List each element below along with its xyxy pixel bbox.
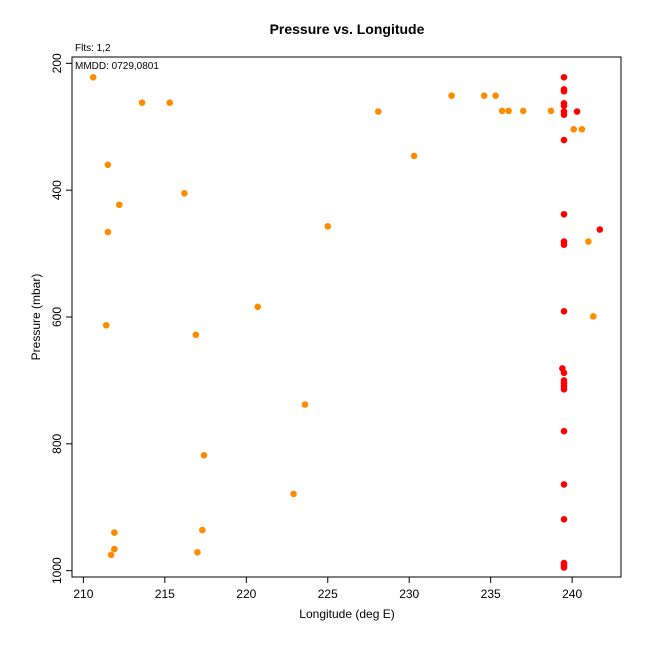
data-point (166, 99, 174, 106)
data-point (560, 102, 568, 110)
data-point (560, 111, 568, 119)
y-axis: 200 400 600 800 1000 (50, 53, 72, 584)
data-point (560, 73, 568, 81)
data-point (570, 125, 578, 133)
data-point (560, 241, 568, 249)
data-point (505, 107, 512, 115)
x-tick-label: 235 (481, 587, 501, 601)
data-point (547, 107, 555, 115)
data-point (560, 564, 568, 571)
data-point (254, 303, 262, 311)
data-point (498, 107, 506, 115)
data-point (480, 92, 488, 99)
data-point (590, 313, 597, 320)
data-point (324, 223, 332, 230)
x-axis: 210 215 220 225 230 235 240 (73, 577, 582, 601)
data-point (107, 551, 115, 559)
data-point (194, 548, 201, 556)
data-point (374, 108, 382, 115)
data-points (89, 73, 604, 571)
data-point (573, 108, 581, 115)
x-tick-label: 220 (236, 587, 256, 601)
y-tick-label: 400 (50, 180, 64, 200)
annotation-dates: MMDD: 0729,0801 (75, 61, 159, 72)
chart-title: Pressure vs. Longitude (270, 21, 425, 37)
data-point (560, 481, 568, 488)
data-point (560, 385, 568, 393)
data-point (138, 99, 146, 106)
data-point (560, 210, 568, 218)
x-tick-label: 240 (562, 587, 582, 601)
data-point (410, 152, 418, 160)
data-point (560, 515, 568, 523)
data-point (102, 321, 110, 329)
y-axis-label: Pressure (mbar) (29, 274, 43, 361)
data-point (181, 190, 188, 197)
data-point (301, 401, 309, 408)
data-point (200, 451, 208, 459)
x-tick-label: 210 (73, 587, 93, 601)
data-point (596, 226, 604, 233)
data-point (290, 490, 297, 498)
data-point (578, 125, 586, 133)
x-tick-label: 225 (318, 587, 338, 601)
annotation-flights: Flts: 1,2 (75, 43, 111, 54)
data-point (111, 529, 118, 536)
data-point (519, 107, 527, 115)
data-point (104, 161, 112, 169)
data-point (560, 427, 568, 435)
data-point (448, 92, 455, 99)
y-tick-label: 200 (50, 53, 64, 73)
data-point (560, 87, 568, 95)
data-point (492, 92, 499, 99)
data-point (89, 73, 97, 81)
y-tick-label: 600 (50, 307, 64, 327)
data-point (104, 228, 112, 236)
data-point (115, 201, 123, 209)
y-tick-label: 1000 (50, 557, 64, 584)
data-point (560, 136, 568, 144)
x-tick-label: 230 (399, 587, 419, 601)
data-point (560, 369, 568, 377)
x-tick-label: 215 (155, 587, 175, 601)
data-point (560, 307, 568, 315)
data-point (111, 545, 118, 553)
data-point (585, 238, 592, 245)
x-axis-label: Longitude (deg E) (299, 607, 394, 621)
y-tick-label: 800 (50, 433, 64, 453)
data-point (192, 331, 200, 339)
data-point (199, 526, 206, 534)
